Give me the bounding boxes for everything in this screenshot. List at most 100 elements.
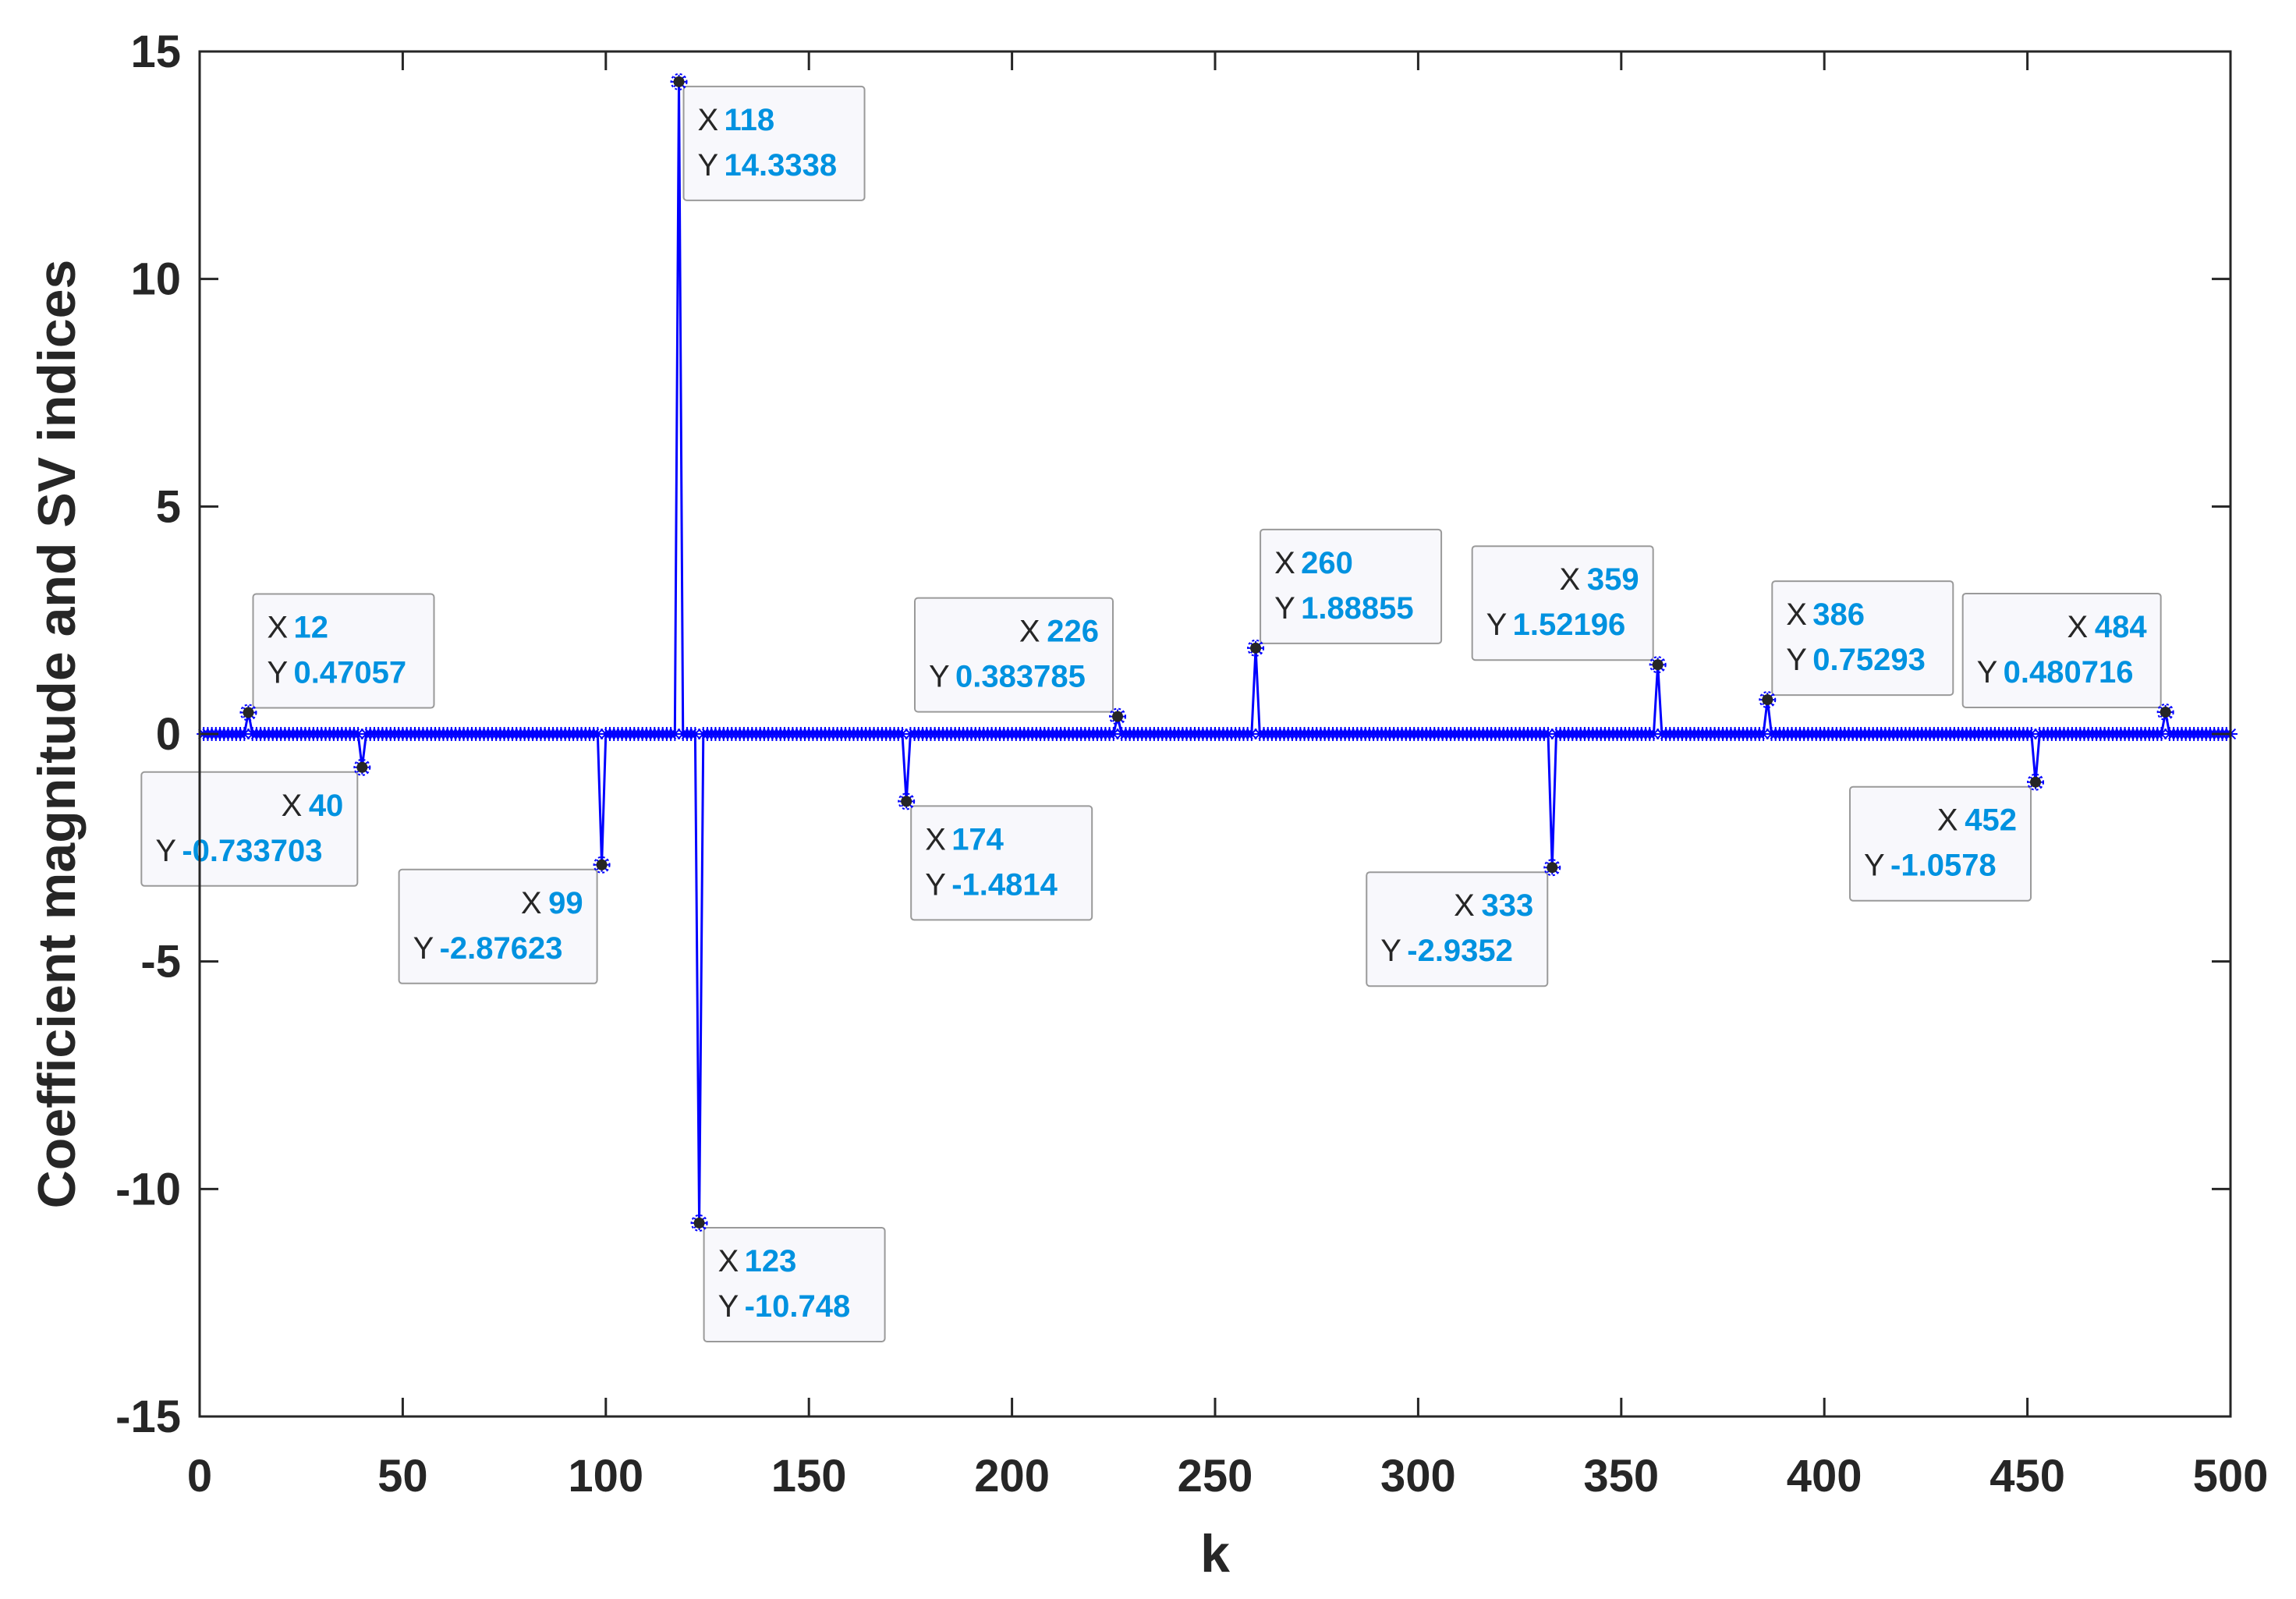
datatip-y-value: -1.0578 bbox=[1890, 849, 1997, 883]
datatip-x-value: 40 bbox=[309, 789, 344, 823]
datatip-y-key: Y bbox=[155, 834, 176, 868]
datatip-box bbox=[914, 597, 1114, 713]
x-tick-label: 250 bbox=[1178, 1451, 1253, 1502]
datatip-box bbox=[910, 805, 1093, 921]
datatip-x-key: X bbox=[1454, 888, 1475, 923]
datatip-box bbox=[1471, 545, 1654, 661]
datatip-marker-ring bbox=[2156, 703, 2174, 721]
datatip-x-key: X bbox=[1019, 615, 1040, 649]
datatip-marker bbox=[693, 1217, 705, 1228]
datatip-box bbox=[1849, 785, 2032, 902]
datatip-y-value: -1.4814 bbox=[951, 867, 1058, 902]
datatip-marker bbox=[2030, 776, 2042, 788]
datatip-marker-ring bbox=[2027, 773, 2045, 791]
x-tick-label: 450 bbox=[1990, 1451, 2065, 1502]
x-tick-label: 150 bbox=[771, 1451, 847, 1502]
datatip-y-key: Y bbox=[1486, 608, 1508, 642]
datatip-x-key: X bbox=[1559, 562, 1580, 597]
x-tick-label: 400 bbox=[1787, 1451, 1862, 1502]
datatip-x-key: X bbox=[521, 886, 542, 920]
datatip-marker-ring bbox=[898, 792, 916, 810]
datatip-marker bbox=[243, 707, 254, 718]
datatip-y-key: Y bbox=[267, 656, 288, 690]
datatip[interactable]: X 40 Y -0.733703 bbox=[140, 758, 371, 887]
datatip-y-key: Y bbox=[925, 867, 946, 902]
datatip-y-value: 14.3338 bbox=[725, 148, 838, 183]
datatip-y-value: 0.480716 bbox=[2004, 655, 2134, 690]
datatip-box bbox=[1771, 580, 1954, 697]
datatip-marker-ring bbox=[1109, 707, 1127, 725]
datatip-x-value: 386 bbox=[1812, 597, 1865, 632]
datatip-x-key: X bbox=[698, 103, 719, 137]
x-tick-label: 500 bbox=[2193, 1451, 2269, 1502]
x-tick-label: 0 bbox=[187, 1451, 212, 1502]
x-tick-label: 200 bbox=[974, 1451, 1050, 1502]
datatip-y-key: Y bbox=[929, 660, 950, 694]
datatip-y-value: -10.748 bbox=[745, 1289, 851, 1324]
datatip-marker-ring bbox=[690, 1214, 708, 1232]
datatip-x-value: 123 bbox=[745, 1244, 797, 1278]
datatip-x-value: 484 bbox=[2095, 610, 2147, 644]
datatip-box bbox=[703, 1226, 886, 1342]
datatip-y-value: -2.9352 bbox=[1407, 934, 1513, 968]
datatip-y-key: Y bbox=[1274, 591, 1295, 626]
datatip-x-key: X bbox=[282, 789, 303, 823]
datatip-x-value: 260 bbox=[1301, 546, 1353, 580]
datatip-box bbox=[252, 593, 435, 709]
datatip-marker-ring bbox=[1649, 656, 1667, 674]
datatip-marker bbox=[356, 761, 368, 773]
datatip-x-value: 333 bbox=[1482, 888, 1534, 923]
datatip-box bbox=[682, 85, 866, 201]
datatip-marker-ring bbox=[1247, 639, 1265, 657]
datatip-y-value: 0.75293 bbox=[1812, 643, 1926, 677]
y-tick-label: -15 bbox=[115, 1392, 181, 1442]
y-tick-label: 15 bbox=[130, 27, 181, 77]
datatip-y-key: Y bbox=[1977, 655, 1998, 690]
datatip-x-key: X bbox=[718, 1244, 739, 1278]
datatip-x-value: 118 bbox=[725, 103, 775, 137]
datatip-x-key: X bbox=[1786, 597, 1807, 632]
datatip-box bbox=[140, 771, 359, 887]
datatip-marker bbox=[1652, 659, 1664, 671]
ticks-layer: 0 50 100 150 200 250 300 350 400 450 500 -15 -10 -5 0 5… bbox=[115, 27, 2268, 1502]
datatip-marker bbox=[673, 76, 685, 87]
datatip-y-key: Y bbox=[413, 931, 434, 966]
datatip[interactable]: X 359 Y 1.52196 bbox=[1471, 545, 1667, 674]
datatip-x-value: 452 bbox=[1965, 803, 2017, 838]
datatip[interactable]: X 99 Y -2.87623 bbox=[398, 856, 611, 984]
datatip[interactable]: X 452 Y -1.0578 bbox=[1849, 773, 2045, 902]
x-tick-label: 300 bbox=[1380, 1451, 1456, 1502]
datatip[interactable]: X 226 Y 0.383785 bbox=[914, 597, 1127, 725]
y-tick-label: -10 bbox=[115, 1164, 181, 1214]
datatip-marker-ring bbox=[239, 704, 257, 722]
datatip-box bbox=[1366, 871, 1549, 987]
datatip[interactable]: X 12Y 0.47057 bbox=[239, 593, 435, 722]
datatip-marker bbox=[1250, 642, 1262, 654]
x-axis-label: k bbox=[1200, 1524, 1230, 1583]
datatip[interactable]: X 484 Y 0.480716 bbox=[1961, 592, 2174, 721]
y-tick-label: -5 bbox=[140, 937, 181, 987]
datatip-x-key: X bbox=[1274, 546, 1295, 580]
datatip-marker bbox=[901, 796, 912, 807]
datatip-marker bbox=[2160, 706, 2171, 718]
y-tick-label: 5 bbox=[156, 481, 181, 532]
datatip-marker bbox=[1112, 711, 1124, 722]
datatip-box bbox=[1260, 528, 1443, 644]
datatip-box bbox=[398, 868, 598, 984]
datatip[interactable]: X 333 Y -2.9352 bbox=[1366, 859, 1561, 987]
datatip-box bbox=[1961, 592, 2162, 708]
datatip-x-value: 99 bbox=[548, 886, 583, 920]
datatip-marker-ring bbox=[1543, 859, 1561, 877]
datatip-y-value: 0.47057 bbox=[293, 656, 406, 690]
datatip-x-value: 12 bbox=[293, 611, 328, 645]
datatip-y-value: -0.733703 bbox=[182, 834, 322, 868]
datatip-y-key: Y bbox=[1786, 643, 1807, 677]
y-tick-label: 0 bbox=[156, 709, 181, 760]
